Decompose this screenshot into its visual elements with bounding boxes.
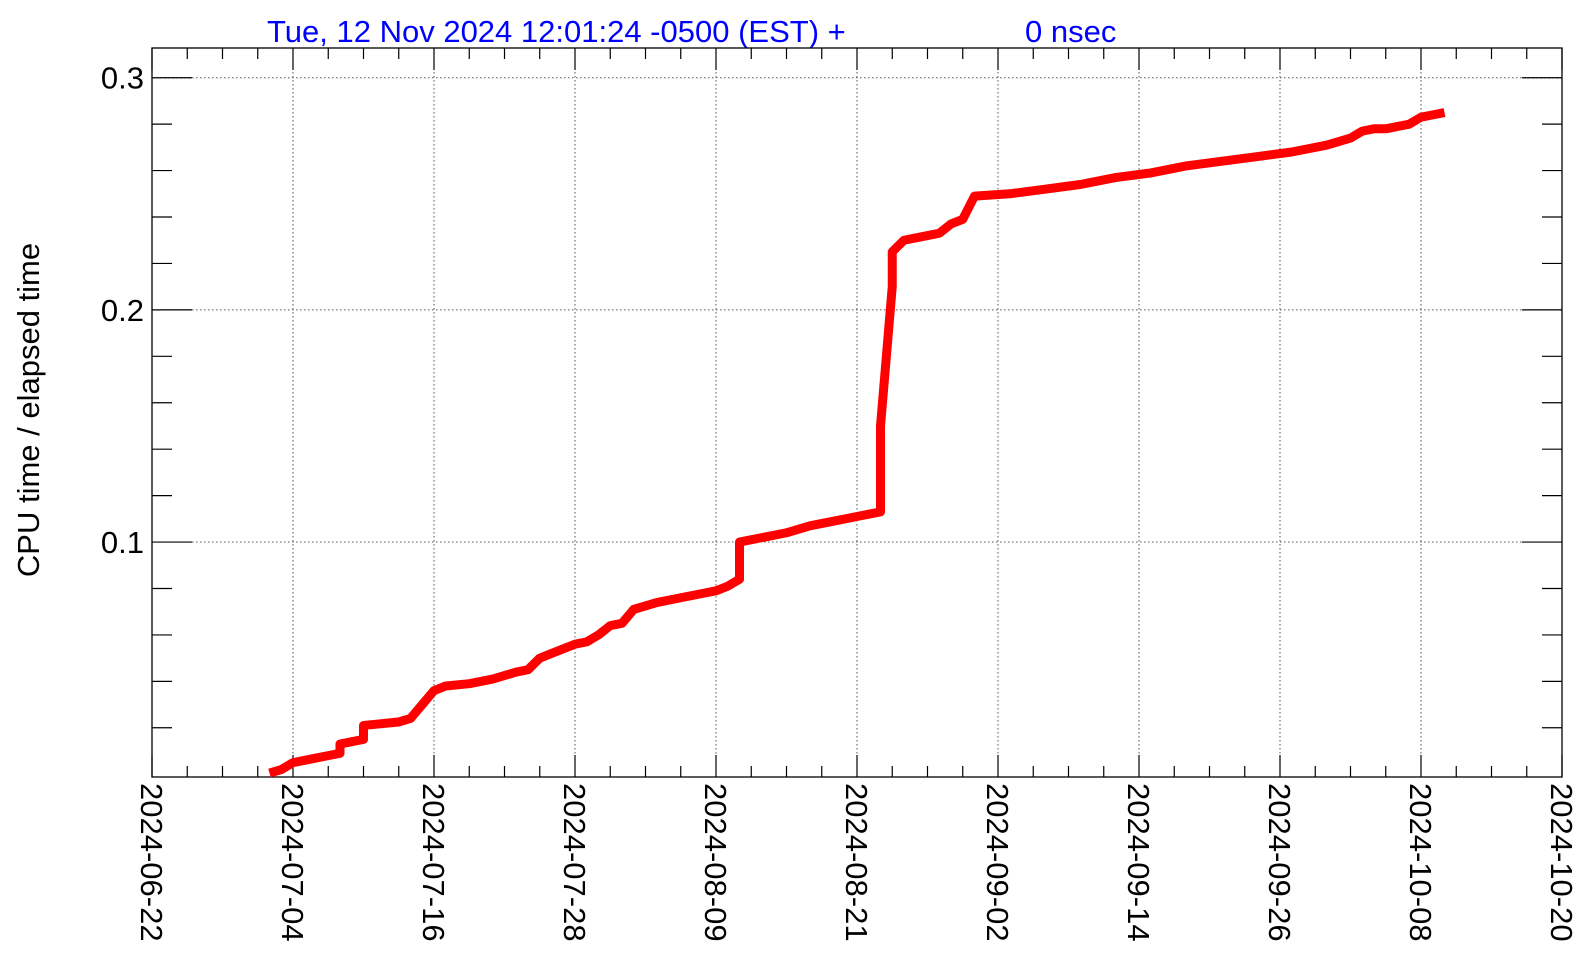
y-tick-label: 0.3 bbox=[101, 61, 144, 96]
plot-frame bbox=[151, 47, 1563, 778]
x-tick-label: 2024-09-02 bbox=[980, 783, 1015, 942]
x-tick-label: 2024-07-16 bbox=[416, 783, 451, 942]
x-tick-label: 2024-07-28 bbox=[557, 783, 592, 942]
x-axis-tick-labels: 2024-06-22 2024-07-04 2024-07-16 2024-07-28… bbox=[134, 783, 1579, 942]
x-tick-label: 2024-10-08 bbox=[1403, 783, 1438, 942]
x-tick-label: 2024-07-04 bbox=[275, 783, 310, 942]
x-tick-label: 2024-08-21 bbox=[839, 783, 874, 942]
x-tick-label: 2024-09-14 bbox=[1121, 783, 1156, 942]
series-line bbox=[268, 108, 1446, 778]
y-axis-tick-labels: 0.1 0.2 0.3 bbox=[101, 61, 144, 560]
axis-ticks bbox=[151, 48, 1563, 777]
y-axis-label: CPU time / elapsed time bbox=[11, 243, 46, 577]
grid-lines bbox=[152, 48, 1562, 777]
chart-title-timestamp: Tue, 12 Nov 2024 12:01:24 -0500 (EST) + bbox=[267, 14, 846, 49]
x-tick-label: 2024-08-09 bbox=[698, 783, 733, 942]
x-tick-label: 2024-06-22 bbox=[134, 783, 169, 942]
x-tick-label: 2024-10-20 bbox=[1544, 783, 1579, 942]
series-layer bbox=[268, 108, 1446, 778]
y-tick-label: 0.1 bbox=[101, 525, 144, 560]
x-tick-label: 2024-09-26 bbox=[1262, 783, 1297, 942]
y-tick-label: 0.2 bbox=[101, 293, 144, 328]
chart-title-offset: 0 nsec bbox=[1025, 14, 1116, 49]
